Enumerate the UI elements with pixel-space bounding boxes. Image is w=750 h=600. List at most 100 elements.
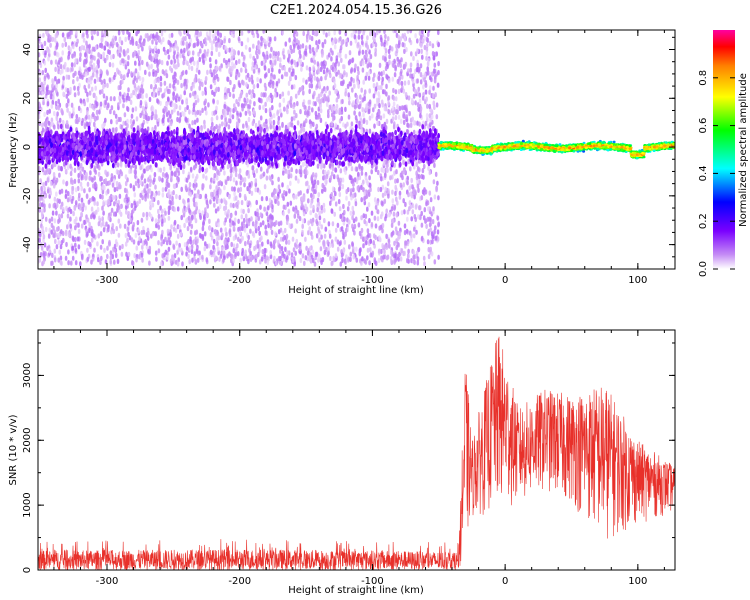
spectrogram-cell	[278, 102, 282, 108]
spectrogram-cell	[297, 178, 300, 184]
spectrogram-cell	[422, 84, 425, 90]
spectrogram-cell	[368, 175, 371, 181]
spectrogram-cell	[90, 231, 94, 237]
spectrogram-cell	[252, 93, 256, 99]
spectrogram-cell	[279, 248, 282, 254]
spectrogram-cell	[376, 209, 380, 215]
spectrogram-cell	[366, 247, 370, 253]
spectrogram-cell	[82, 32, 85, 38]
spectrogram-cell	[377, 98, 381, 104]
spectrogram-cell	[188, 34, 191, 40]
spectrogram-cell	[47, 48, 51, 55]
spectrogram-cell	[196, 94, 199, 100]
spectrogram-cell	[83, 219, 86, 226]
spectrogram-cell	[170, 59, 173, 65]
spectrogram-cell	[144, 69, 147, 75]
spectrogram-cell	[368, 115, 372, 121]
spectrogram-cell	[299, 165, 303, 171]
spectrogram-cell	[193, 255, 196, 262]
spectrogram-cell	[203, 231, 207, 237]
spectrogram-cell	[407, 68, 410, 74]
spectrogram-cell	[212, 196, 216, 202]
spectrogram-cell	[43, 60, 47, 66]
spectrogram-cell	[333, 68, 337, 74]
spectrogram-cell	[277, 229, 281, 235]
spectrogram-cell	[201, 235, 205, 241]
spectrogram-cell	[141, 46, 144, 52]
spectrogram-cell	[284, 246, 287, 253]
spectrogram-cell	[407, 248, 410, 254]
spectrogram-cell	[114, 194, 117, 201]
spectrogram-cell	[185, 207, 188, 213]
spectrogram-cell	[182, 36, 185, 42]
spectrogram-cell	[85, 114, 88, 120]
spectrogram-cell	[288, 188, 291, 194]
spectrogram-cell	[78, 192, 81, 198]
spectrogram-cell	[403, 63, 407, 70]
spectrogram-cell	[292, 104, 295, 110]
spectrogram-cell	[149, 205, 152, 211]
spectrogram-cell	[170, 170, 174, 176]
spectrogram-cell	[375, 30, 379, 36]
spectrogram-cell	[130, 113, 134, 119]
spectrogram-cell	[292, 47, 296, 54]
spectrogram-cell	[364, 106, 368, 112]
spectrogram-cell	[238, 168, 242, 174]
spectrogram-cell	[176, 54, 179, 60]
spectrogram-cell	[265, 72, 268, 78]
spectrogram-cell	[250, 93, 253, 100]
spectrogram-cell	[281, 182, 284, 188]
spectrogram-cell	[268, 107, 272, 113]
spectrogram-cell	[233, 191, 236, 197]
spectrogram-cell	[330, 208, 334, 214]
spectrogram-cell	[313, 75, 317, 81]
spectrogram-cell	[236, 251, 240, 257]
spectrogram-cell	[387, 78, 391, 84]
spectrogram-cell	[352, 210, 355, 216]
spectrogram-cell	[115, 241, 119, 247]
spectrogram-cell	[358, 50, 361, 56]
spectrogram-cell	[65, 74, 69, 80]
spectrogram-cell	[73, 167, 77, 173]
spectrogram-cell	[86, 97, 89, 103]
spectrogram-cell	[176, 233, 180, 239]
spectrogram-cell	[367, 62, 371, 68]
spectrogram-cell	[137, 228, 140, 234]
spectrogram-cell	[327, 221, 331, 227]
spectrogram-cell	[61, 230, 65, 237]
spectrogram-cell	[135, 40, 138, 47]
spectrogram-cell	[38, 59, 42, 65]
spectrogram-cell	[356, 74, 359, 81]
spectrogram-cell	[138, 37, 142, 43]
spectrogram-cell	[194, 30, 198, 36]
spectrogram-cell	[272, 113, 276, 119]
spectrogram-cell	[44, 216, 48, 222]
spectrogram-cell	[85, 214, 88, 220]
spectrogram-cell	[46, 109, 49, 116]
spectrogram-cell	[333, 44, 337, 50]
spectrogram-cell	[303, 120, 306, 126]
spectrogram-cell	[294, 250, 298, 256]
spectrogram-cell	[166, 49, 170, 55]
spectrogram-cell	[250, 255, 253, 261]
spectrogram-cell	[51, 99, 55, 105]
spectrogram-cell	[54, 66, 57, 72]
spectrogram-cell	[423, 207, 427, 213]
spectrogram-cell	[44, 180, 48, 186]
spectrogram-cell	[415, 170, 418, 177]
spectrogram-cell	[393, 259, 396, 265]
spectrogram-cell	[290, 223, 294, 229]
spectrogram-cell	[258, 104, 262, 111]
spectrogram-cell	[208, 32, 212, 38]
spectrogram-cell	[248, 243, 252, 249]
spectrogram-cell	[212, 238, 216, 245]
spectrogram-cell	[154, 37, 158, 43]
spectrogram-cell	[251, 120, 255, 127]
spectrogram-cell	[349, 81, 353, 87]
spectrogram-cell	[80, 223, 84, 229]
spectrogram-cell	[141, 257, 144, 263]
spectrogram-cell	[102, 84, 105, 90]
spectrogram-cell	[291, 236, 295, 242]
spectrogram-cell	[147, 65, 151, 71]
spectrogram-cell	[384, 48, 388, 54]
